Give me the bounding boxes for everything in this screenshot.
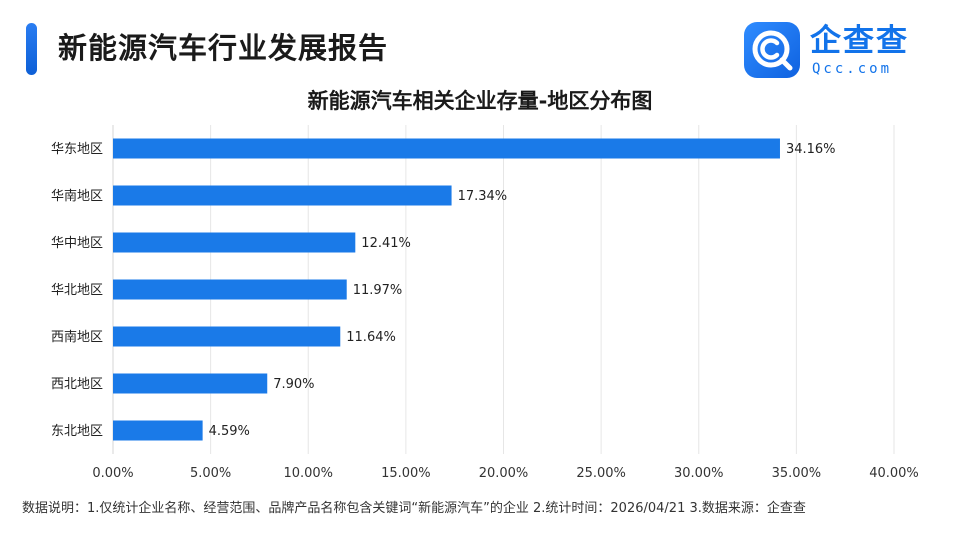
category-label: 西南地区 — [51, 329, 103, 345]
qcc-logo: 企查查 Qcc.com — [744, 22, 934, 80]
report-title: 新能源汽车行业发展报告 — [58, 31, 389, 65]
category-label: 华北地区 — [51, 283, 103, 298]
data-label: 34.16% — [786, 142, 836, 157]
bar — [113, 279, 347, 300]
x-tick-label: 30.00% — [674, 466, 724, 481]
x-tick-label: 0.00% — [92, 466, 133, 481]
data-label: 17.34% — [458, 189, 508, 204]
bar — [113, 373, 268, 394]
x-tick-label: 10.00% — [283, 466, 333, 481]
category-label: 东北地区 — [51, 424, 103, 439]
bar — [113, 185, 452, 206]
data-label: 11.97% — [353, 283, 403, 298]
data-label: 4.59% — [209, 424, 250, 439]
x-tick-label: 20.00% — [479, 466, 529, 481]
category-label: 西北地区 — [51, 377, 103, 392]
category-label: 华东地区 — [51, 142, 103, 157]
x-tick-label: 25.00% — [576, 466, 626, 481]
bar — [113, 420, 203, 441]
category-label: 华南地区 — [51, 188, 103, 204]
category-label: 华中地区 — [51, 236, 103, 251]
x-tick-label: 15.00% — [381, 466, 431, 481]
footnote: 数据说明：1.仅统计企业名称、经营范围、品牌产品名称包含关键词“新能源汽车”的企… — [22, 501, 806, 516]
chart-title: 新能源汽车相关企业存量-地区分布图 — [307, 89, 653, 113]
data-label: 12.41% — [361, 236, 411, 251]
x-tick-label: 40.00% — [869, 466, 919, 481]
x-tick-label: 35.00% — [772, 466, 822, 481]
logo-domain: Qcc.com — [812, 61, 893, 77]
x-tick-label: 5.00% — [190, 466, 231, 481]
logo-name: 企查查 — [810, 23, 909, 59]
bar — [113, 326, 341, 347]
magnifier-c-icon — [744, 22, 800, 78]
data-label: 7.90% — [273, 377, 314, 392]
bar — [113, 138, 780, 159]
title-accent-bar — [26, 23, 37, 75]
data-label: 11.64% — [346, 330, 396, 345]
bar — [113, 232, 356, 253]
